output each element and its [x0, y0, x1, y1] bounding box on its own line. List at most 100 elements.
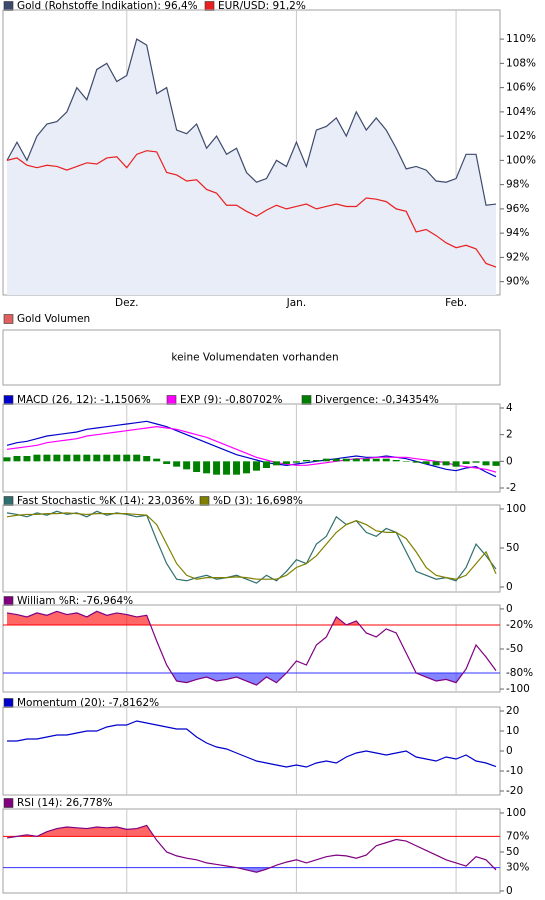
divergence-bar: [13, 456, 21, 462]
legend-label: Momentum (20): -7,8162%: [17, 697, 159, 709]
divergence-bar: [282, 461, 290, 464]
divergence-bar: [223, 461, 231, 475]
divergence-bar: [482, 461, 490, 466]
divergence-bar: [262, 461, 270, 468]
legend-label: RSI (14): 26,778%: [17, 797, 113, 809]
y-tick-label: 0: [506, 885, 513, 897]
divergence-bar: [302, 460, 310, 462]
legend-label: Fast Stochastic %K (14): 23,036%: [17, 495, 194, 507]
legend-swatch: [3, 698, 14, 708]
divergence-bar: [432, 461, 440, 466]
panel-frame: [2, 808, 501, 894]
divergence-bar: [243, 461, 251, 474]
divergence-bar: [103, 454, 111, 462]
panel-frame: [2, 504, 501, 593]
divergence-bar: [83, 454, 91, 462]
divergence-bar: [422, 461, 430, 464]
level-fill: [7, 825, 496, 837]
legend-swatch: [3, 496, 14, 506]
divergence-bar: [93, 454, 101, 462]
y-tick-label: 102%: [506, 130, 536, 142]
legend-label: %D (3): 16,698%: [213, 495, 303, 507]
legend-swatch: [3, 314, 14, 324]
divergence-bar: [402, 461, 410, 462]
series-line: [6, 38, 497, 206]
legend-swatch: [3, 798, 14, 808]
panel-frame: [2, 403, 501, 493]
y-tick-label: 104%: [506, 106, 536, 118]
legend-label: MACD (26, 12): -1,1506%: [17, 394, 151, 406]
level-label: -80%: [506, 667, 533, 679]
y-tick-label: 100: [506, 503, 526, 515]
divergence-bar: [322, 458, 330, 462]
y-tick-label: 110%: [506, 33, 536, 45]
divergence-bar: [382, 458, 390, 462]
y-tick-label: 4: [506, 402, 513, 414]
panel-frame: [2, 706, 501, 796]
series-line: [6, 510, 497, 584]
series-line: [6, 426, 497, 473]
divergence-bar: [3, 457, 11, 462]
divergence-bar: [193, 461, 201, 472]
y-tick-label: 0: [506, 581, 513, 593]
panel-frame: [2, 329, 501, 386]
legend-label: EUR/USD: 91,2%: [218, 0, 306, 12]
y-tick-label: 90%: [506, 276, 529, 288]
divergence-bar: [362, 458, 370, 462]
y-tick-label: 20: [506, 705, 519, 717]
divergence-bar: [412, 461, 420, 463]
y-tick-label: -2: [506, 482, 516, 494]
y-tick-label: 96%: [506, 203, 529, 215]
legend-swatch: [166, 395, 177, 405]
divergence-bar: [233, 461, 241, 475]
legend-swatch: [3, 1, 14, 11]
y-tick-label: 2: [506, 429, 513, 441]
legend-swatch: [204, 1, 215, 11]
divergence-bar: [23, 456, 31, 462]
y-tick-label: 98%: [506, 179, 529, 191]
divergence-bar: [153, 458, 161, 462]
divergence-bar: [252, 461, 260, 471]
divergence-bar: [442, 461, 450, 466]
divergence-bar: [203, 461, 211, 474]
series-line: [7, 720, 497, 768]
divergence-bar: [392, 460, 400, 462]
divergence-bar: [73, 454, 81, 462]
divergence-bar: [183, 461, 191, 470]
divergence-bar: [123, 454, 131, 462]
level-label: 30%: [506, 862, 529, 874]
divergence-bar: [143, 456, 151, 462]
y-tick-label: 10: [506, 725, 519, 737]
divergence-bar: [173, 461, 181, 467]
divergence-bar: [342, 458, 350, 462]
area-fill: [7, 39, 496, 295]
y-tick-label: 94%: [506, 227, 529, 239]
series-line: [6, 420, 497, 478]
divergence-bar: [452, 461, 460, 467]
divergence-bar: [133, 454, 141, 462]
series-line: [6, 512, 497, 580]
divergence-bar: [332, 458, 340, 462]
legend-swatch: [3, 395, 14, 405]
divergence-bar: [63, 454, 71, 462]
level-label: -20%: [506, 619, 533, 631]
no-data-message: keine Volumendaten vorhanden: [171, 352, 338, 364]
x-tick-label: Dez.: [115, 297, 138, 309]
legend-swatch: [199, 496, 210, 506]
divergence-bar: [292, 461, 300, 463]
series-line: [6, 150, 497, 268]
y-tick-label: 0: [506, 455, 513, 467]
legend-label: Gold Volumen: [17, 313, 90, 325]
divergence-bar: [272, 461, 280, 466]
divergence-bar: [53, 454, 61, 462]
x-tick-label: Feb.: [445, 297, 467, 309]
level-label: 70%: [506, 830, 529, 842]
y-tick-label: 0: [506, 603, 513, 615]
legend-label: William %R: -76,964%: [17, 595, 133, 607]
y-tick-label: 100%: [506, 154, 536, 166]
divergence-bar: [213, 461, 221, 475]
legend-swatch: [301, 395, 312, 405]
y-tick-label: 0: [506, 745, 513, 757]
divergence-bar: [462, 461, 470, 464]
